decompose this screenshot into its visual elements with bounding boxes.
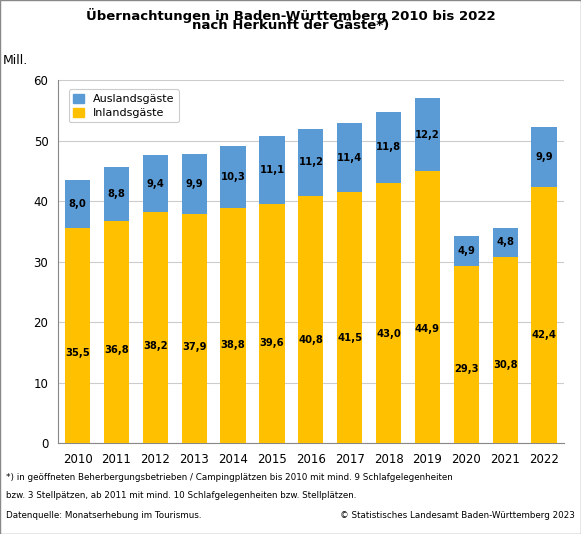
Bar <box>337 192 363 443</box>
Bar <box>532 186 557 443</box>
Legend: Auslandsgäste, Inlandsgäste: Auslandsgäste, Inlandsgäste <box>69 89 179 122</box>
Bar <box>493 228 518 257</box>
Bar <box>376 183 401 443</box>
Bar <box>65 229 90 443</box>
Text: 29,3: 29,3 <box>454 364 479 374</box>
Text: 11,1: 11,1 <box>259 165 285 175</box>
Bar <box>143 212 168 443</box>
Text: 38,8: 38,8 <box>221 340 245 350</box>
Text: bzw. 3 Stellpätzen, ab 2011 mit mind. 10 Schlafgelegenheiten bzw. Stellplätzen.: bzw. 3 Stellpätzen, ab 2011 mit mind. 10… <box>6 491 356 500</box>
Bar <box>454 236 479 266</box>
Text: Mill.: Mill. <box>3 54 28 67</box>
Text: 11,8: 11,8 <box>376 142 401 152</box>
Text: 40,8: 40,8 <box>299 334 323 344</box>
Bar <box>220 146 246 208</box>
Text: 9,4: 9,4 <box>146 178 164 189</box>
Bar <box>298 129 324 197</box>
Text: 8,8: 8,8 <box>107 189 125 199</box>
Text: 44,9: 44,9 <box>415 324 440 334</box>
Bar <box>181 154 207 214</box>
Bar <box>454 266 479 443</box>
Bar <box>415 171 440 443</box>
Text: 11,2: 11,2 <box>298 158 324 167</box>
Text: Datenquelle: Monatserhebung im Tourismus.: Datenquelle: Monatserhebung im Tourismus… <box>6 511 201 520</box>
Text: 30,8: 30,8 <box>493 360 518 370</box>
Text: © Statistisches Landesamt Baden-Württemberg 2023: © Statistisches Landesamt Baden-Württemb… <box>340 511 575 520</box>
Bar <box>493 257 518 443</box>
Bar <box>532 127 557 186</box>
Text: 36,8: 36,8 <box>104 344 129 355</box>
Bar <box>181 214 207 443</box>
Bar <box>259 136 285 203</box>
Text: 11,4: 11,4 <box>337 153 363 162</box>
Bar <box>376 112 401 183</box>
Bar <box>337 123 363 192</box>
Text: 10,3: 10,3 <box>221 172 245 182</box>
Text: 9,9: 9,9 <box>535 152 553 162</box>
Text: *) in geöffneten Beherbergungsbetrieben / Campingplätzen bis 2010 mit mind. 9 Sc: *) in geöffneten Beherbergungsbetrieben … <box>6 473 453 482</box>
Text: 8,0: 8,0 <box>69 199 87 209</box>
Bar <box>104 221 129 443</box>
Text: 4,8: 4,8 <box>496 237 514 247</box>
Bar <box>65 180 90 229</box>
Text: 9,9: 9,9 <box>185 179 203 189</box>
Text: 12,2: 12,2 <box>415 130 440 139</box>
Text: 35,5: 35,5 <box>65 348 90 358</box>
Bar <box>415 98 440 171</box>
Text: 38,2: 38,2 <box>143 341 167 351</box>
Bar <box>143 155 168 212</box>
Bar <box>104 167 129 221</box>
Text: 42,4: 42,4 <box>532 331 557 341</box>
Text: 39,6: 39,6 <box>260 337 284 348</box>
Text: 37,9: 37,9 <box>182 342 206 352</box>
Text: nach Herkunft der Gäste*): nach Herkunft der Gäste*) <box>192 19 389 32</box>
Bar <box>298 197 324 443</box>
Bar <box>259 203 285 443</box>
Bar <box>220 208 246 443</box>
Text: 41,5: 41,5 <box>337 333 363 343</box>
Text: 43,0: 43,0 <box>376 329 401 339</box>
Text: Übernachtungen in Baden-Württemberg 2010 bis 2022: Übernachtungen in Baden-Württemberg 2010… <box>85 8 496 23</box>
Text: 4,9: 4,9 <box>457 246 475 256</box>
